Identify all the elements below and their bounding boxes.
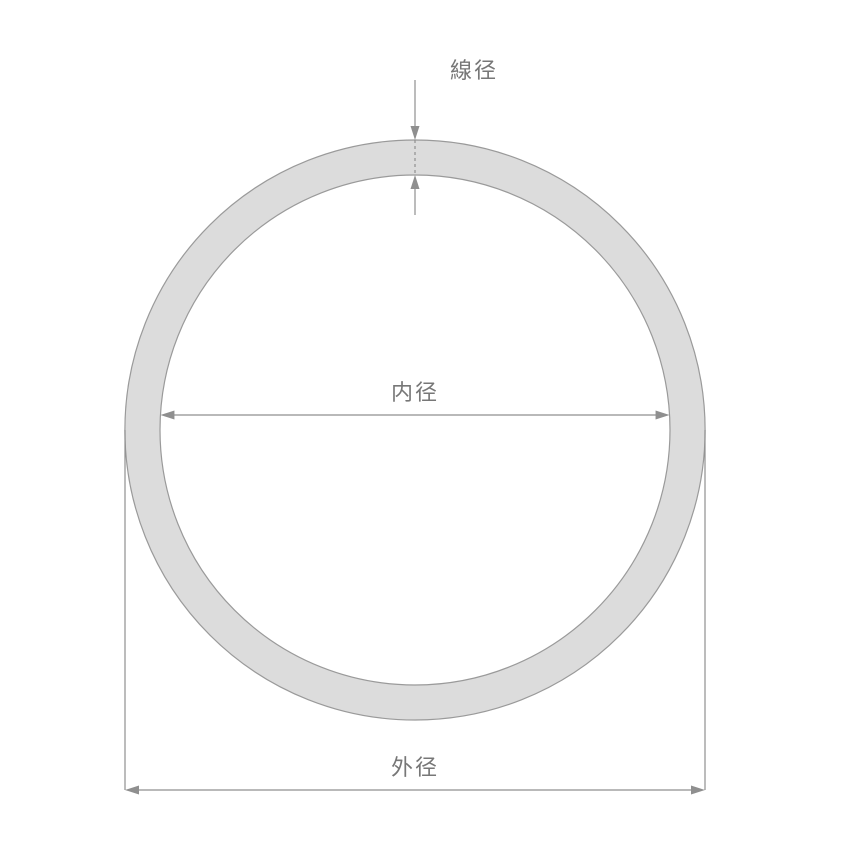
inner-diameter-label: 内径 xyxy=(391,380,439,405)
arrowhead xyxy=(125,786,139,795)
arrowhead xyxy=(411,175,420,189)
wire-diameter-label: 線径 xyxy=(450,58,498,83)
outer-diameter-label: 外径 xyxy=(391,755,439,780)
arrowhead xyxy=(160,411,174,420)
arrowhead xyxy=(691,786,705,795)
inner-diameter-dimension xyxy=(160,411,669,420)
ring-shape xyxy=(125,140,705,720)
outer-diameter-dimension xyxy=(125,786,705,795)
arrowhead xyxy=(656,411,670,420)
arrowhead xyxy=(411,126,420,140)
